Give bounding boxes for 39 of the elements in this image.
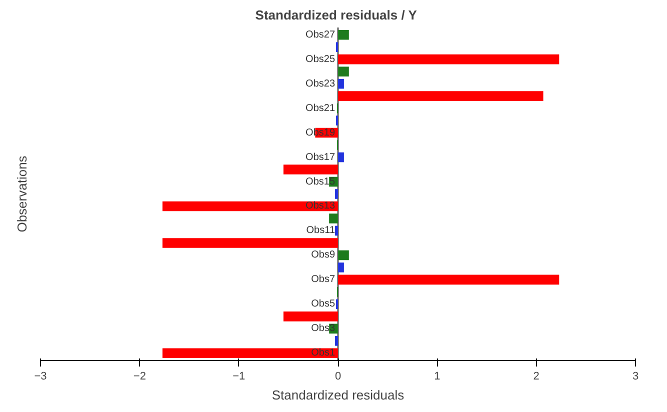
- y-tick-label: Obs1: [311, 348, 336, 359]
- bar: [162, 238, 338, 248]
- x-tick-label: −2: [133, 370, 146, 382]
- x-axis-title: Standardized residuals: [272, 388, 405, 402]
- x-tick-label: −3: [34, 370, 47, 382]
- bar: [329, 214, 338, 224]
- bar: [335, 226, 338, 236]
- y-tick-label: Obs11: [306, 225, 336, 236]
- y-axis-title: Observations: [14, 155, 30, 232]
- chart-title: Standardized residuals / Y: [255, 8, 418, 22]
- bar: [338, 274, 560, 285]
- x-tick-label: 2: [533, 370, 540, 382]
- bar: [283, 164, 338, 174]
- y-tick-label: Obs13: [306, 200, 336, 212]
- y-tick-label: Obs17: [306, 152, 336, 163]
- x-tick-label: 3: [632, 370, 639, 382]
- bar: [283, 312, 338, 322]
- bar: [338, 78, 344, 89]
- bar: [162, 348, 338, 358]
- bar: [338, 54, 560, 64]
- y-tick-label: Obs27: [306, 29, 336, 40]
- y-tick-label: Obs9: [311, 250, 336, 261]
- y-tick-label: Obs25: [306, 54, 336, 65]
- y-tick-label: Obs23: [306, 78, 336, 90]
- bar: [335, 336, 338, 346]
- bar: [338, 91, 544, 101]
- x-tick-label: 0: [334, 370, 342, 382]
- y-tick-label: Obs5: [311, 298, 336, 310]
- bar: [162, 201, 338, 212]
- x-tick-label: −1: [232, 370, 246, 382]
- y-tick-label: Obs21: [306, 102, 336, 114]
- bar: [338, 250, 349, 260]
- bar: [338, 30, 349, 40]
- bar: [338, 66, 349, 76]
- y-tick-label: Obs7: [311, 274, 336, 286]
- bar: [338, 262, 344, 272]
- x-tick-label: 1: [434, 370, 440, 382]
- bar: [335, 189, 338, 199]
- bar: [338, 152, 344, 162]
